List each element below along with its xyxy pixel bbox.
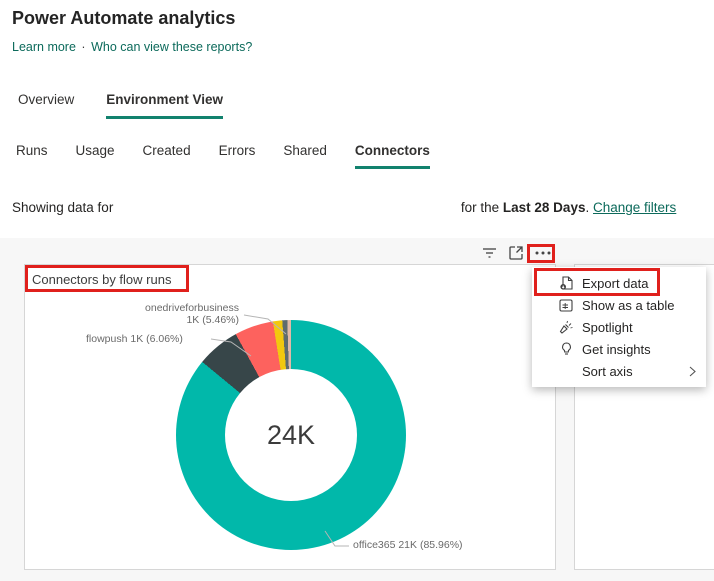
main-tab-bar: Overview Environment View: [18, 92, 224, 119]
table-icon: [558, 297, 574, 313]
menu-item-label: Show as a table: [582, 297, 675, 313]
filter-period-suffix: .: [585, 200, 590, 215]
filter-period: Last 28 Days: [502, 200, 586, 215]
spotlight-icon: [558, 319, 574, 335]
menu-item-get-insights[interactable]: Get insights: [532, 338, 706, 360]
tab-usage[interactable]: Usage: [75, 143, 115, 158]
header-links: Learn more · Who can view these reports?: [12, 40, 252, 54]
callout-line: 1K (5.46%): [186, 314, 239, 326]
sub-tab-bar: Runs Usage Created Errors Shared Connect…: [16, 143, 430, 169]
filter-bar: Showing data for for the Last 28 Days. C…: [12, 200, 676, 215]
callout-flowpush: flowpush 1K (6.06%): [86, 333, 183, 345]
tab-errors[interactable]: Errors: [218, 143, 256, 158]
menu-item-label: Spotlight: [582, 319, 633, 335]
callout-onedriveforbusiness: onedriveforbusiness 1K (5.46%): [145, 302, 239, 326]
tab-created[interactable]: Created: [142, 143, 191, 158]
chevron-right-icon: [689, 366, 696, 377]
focus-mode-icon[interactable]: [507, 244, 525, 262]
menu-item-sort-axis[interactable]: Sort axis: [532, 360, 706, 382]
connectors-chart-card: Connectors by flow runs 24K onedriveforb…: [24, 264, 556, 570]
learn-more-link[interactable]: Learn more: [12, 40, 76, 54]
visual-toolbar: [480, 244, 552, 262]
visual-context-menu: Export data Show as a table Spotlight: [532, 267, 706, 387]
donut-chart: 24K: [176, 320, 406, 550]
menu-item-label: Export data: [582, 275, 649, 291]
menu-item-show-as-table[interactable]: Show as a table: [532, 294, 706, 316]
menu-item-label: Get insights: [582, 341, 651, 357]
donut-center-total: 24K: [266, 419, 316, 450]
filter-icon[interactable]: [480, 244, 498, 262]
donut-hole: 24K: [225, 369, 357, 501]
redacted-environment-name: [117, 202, 457, 212]
menu-item-export-data[interactable]: Export data: [532, 272, 706, 294]
who-can-view-link[interactable]: Who can view these reports?: [91, 40, 253, 54]
tab-shared[interactable]: Shared: [283, 143, 327, 158]
tab-overview[interactable]: Overview: [18, 92, 75, 107]
callout-office365: office365 21K (85.96%): [353, 539, 463, 551]
lightbulb-icon: [558, 341, 574, 357]
tab-runs[interactable]: Runs: [16, 143, 48, 158]
menu-item-spotlight[interactable]: Spotlight: [532, 316, 706, 338]
callout-line: onedriveforbusiness: [145, 302, 239, 314]
blank-icon: [558, 363, 574, 379]
filter-middle-text: for the: [460, 200, 500, 215]
menu-item-label: Sort axis: [582, 363, 633, 379]
filter-prefix-text: Showing data for: [12, 200, 114, 215]
chart-title: Connectors by flow runs: [32, 272, 172, 287]
tab-connectors[interactable]: Connectors: [354, 143, 430, 169]
export-icon: [558, 275, 574, 291]
page-title: Power Automate analytics: [12, 8, 236, 28]
tab-environment-view[interactable]: Environment View: [106, 92, 224, 119]
more-options-icon[interactable]: [534, 244, 552, 262]
change-filters-link[interactable]: Change filters: [593, 200, 677, 215]
link-separator: ·: [81, 40, 86, 54]
